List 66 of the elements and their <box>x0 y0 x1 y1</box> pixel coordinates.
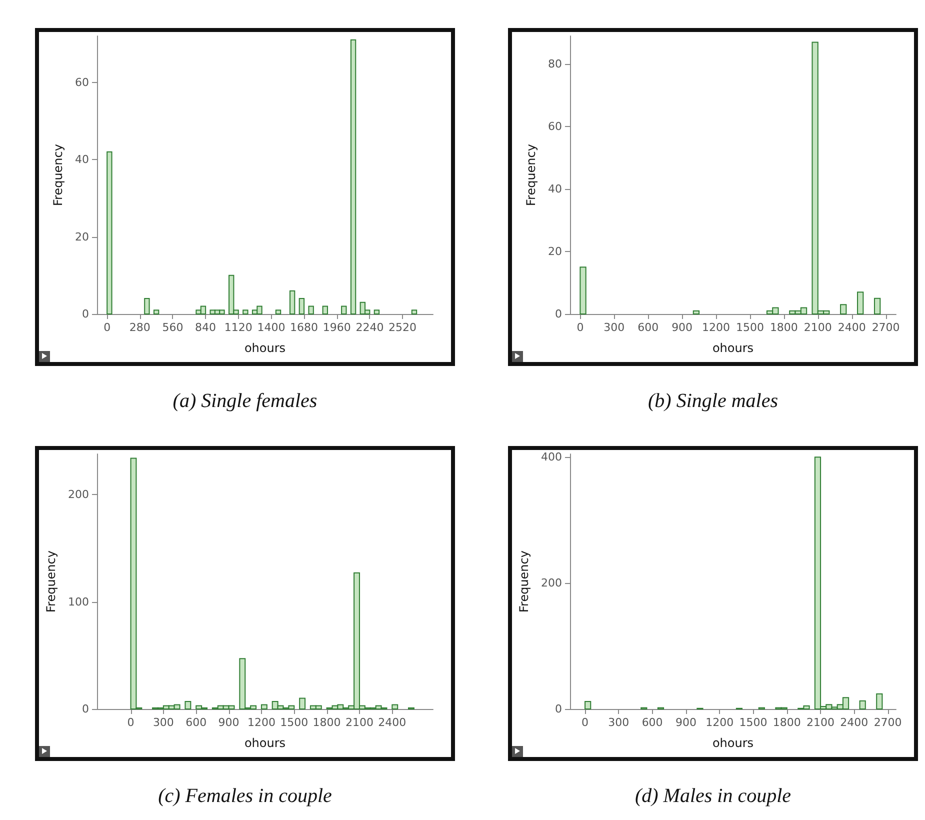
x-tick-label: 1200 <box>702 321 730 334</box>
x-tick-label: 2100 <box>345 716 374 729</box>
x-tick-label: 1800 <box>772 716 801 729</box>
x-tick-label: 1120 <box>224 321 252 334</box>
y-tick-label: 60 <box>548 120 562 134</box>
y-tick-label: 20 <box>548 245 562 258</box>
x-axis-title: ohours <box>712 736 754 750</box>
x-tick-label: 0 <box>127 716 134 729</box>
x-tick-label: 600 <box>638 321 659 334</box>
y-tick-label: 0 <box>555 308 562 320</box>
x-tick-label: 2100 <box>804 321 832 334</box>
x-tick-label: 900 <box>672 321 693 334</box>
x-tick-label: 560 <box>162 321 184 334</box>
x-tick-label: 1800 <box>770 321 798 334</box>
x-tick-label: 1200 <box>706 716 734 729</box>
y-tick-label: 200 <box>541 576 562 590</box>
y-tick-label: 60 <box>75 76 89 89</box>
x-tick-label: 2100 <box>806 716 835 729</box>
y-axis-title: Frequency <box>524 144 538 206</box>
x-tick-label: 2240 <box>356 321 384 334</box>
x-axis-title: ohours <box>712 341 754 355</box>
x-tick-label: 300 <box>608 716 630 729</box>
x-tick-label: 1500 <box>280 716 308 729</box>
y-tick-label: 100 <box>68 595 89 608</box>
y-tick-label: 40 <box>548 182 562 196</box>
text: (c) Females in couple <box>158 785 332 807</box>
x-tick-label: 0 <box>104 321 111 334</box>
x-tick-label: 2400 <box>840 716 868 729</box>
x-tick-label: 1500 <box>736 321 764 334</box>
x-axis-title: ohours <box>244 736 286 750</box>
x-tick-label: 0 <box>582 716 589 729</box>
x-tick-label: 280 <box>129 321 150 334</box>
x-tick-label: 1680 <box>290 321 318 334</box>
x-tick-label: 2400 <box>378 716 406 729</box>
x-tick-label: 1200 <box>247 716 276 729</box>
x-tick-label: 1960 <box>322 321 351 334</box>
x-tick-label: 300 <box>604 321 625 334</box>
y-tick-label: 400 <box>541 450 562 464</box>
x-tick-label: 840 <box>195 321 216 334</box>
y-tick-label: 40 <box>75 153 89 166</box>
x-tick-label: 1400 <box>257 321 286 334</box>
y-axis-title: Frequency <box>44 550 58 612</box>
y-tick-label: 0 <box>555 702 562 716</box>
x-tick-label: 2700 <box>874 716 902 729</box>
text: (a) Single females <box>172 390 318 412</box>
y-tick-label: 80 <box>548 58 562 71</box>
x-tick-label: 900 <box>218 716 240 729</box>
x-tick-label: 900 <box>675 716 696 729</box>
x-tick-label: 600 <box>642 716 663 729</box>
text: (d) Males in couple <box>634 785 792 807</box>
x-axis-title: ohours <box>244 341 286 355</box>
x-tick-label: 0 <box>576 321 584 334</box>
x-tick-label: 1800 <box>312 716 341 729</box>
x-tick-label: 2400 <box>838 321 866 334</box>
y-tick-label: 20 <box>75 230 89 244</box>
y-tick-label: 0 <box>82 702 89 716</box>
text: (b) Single males <box>648 390 778 412</box>
y-axis-title: Frequency <box>517 550 532 612</box>
x-tick-label: 2700 <box>872 321 900 334</box>
x-tick-label: 600 <box>186 716 207 729</box>
x-tick-label: 300 <box>152 716 174 729</box>
x-tick-label: 1500 <box>739 716 768 729</box>
y-tick-label: 200 <box>68 488 89 502</box>
x-tick-label: 2520 <box>388 321 417 334</box>
y-tick-label: 0 <box>82 308 89 320</box>
y-axis-title: Frequency <box>51 144 66 206</box>
